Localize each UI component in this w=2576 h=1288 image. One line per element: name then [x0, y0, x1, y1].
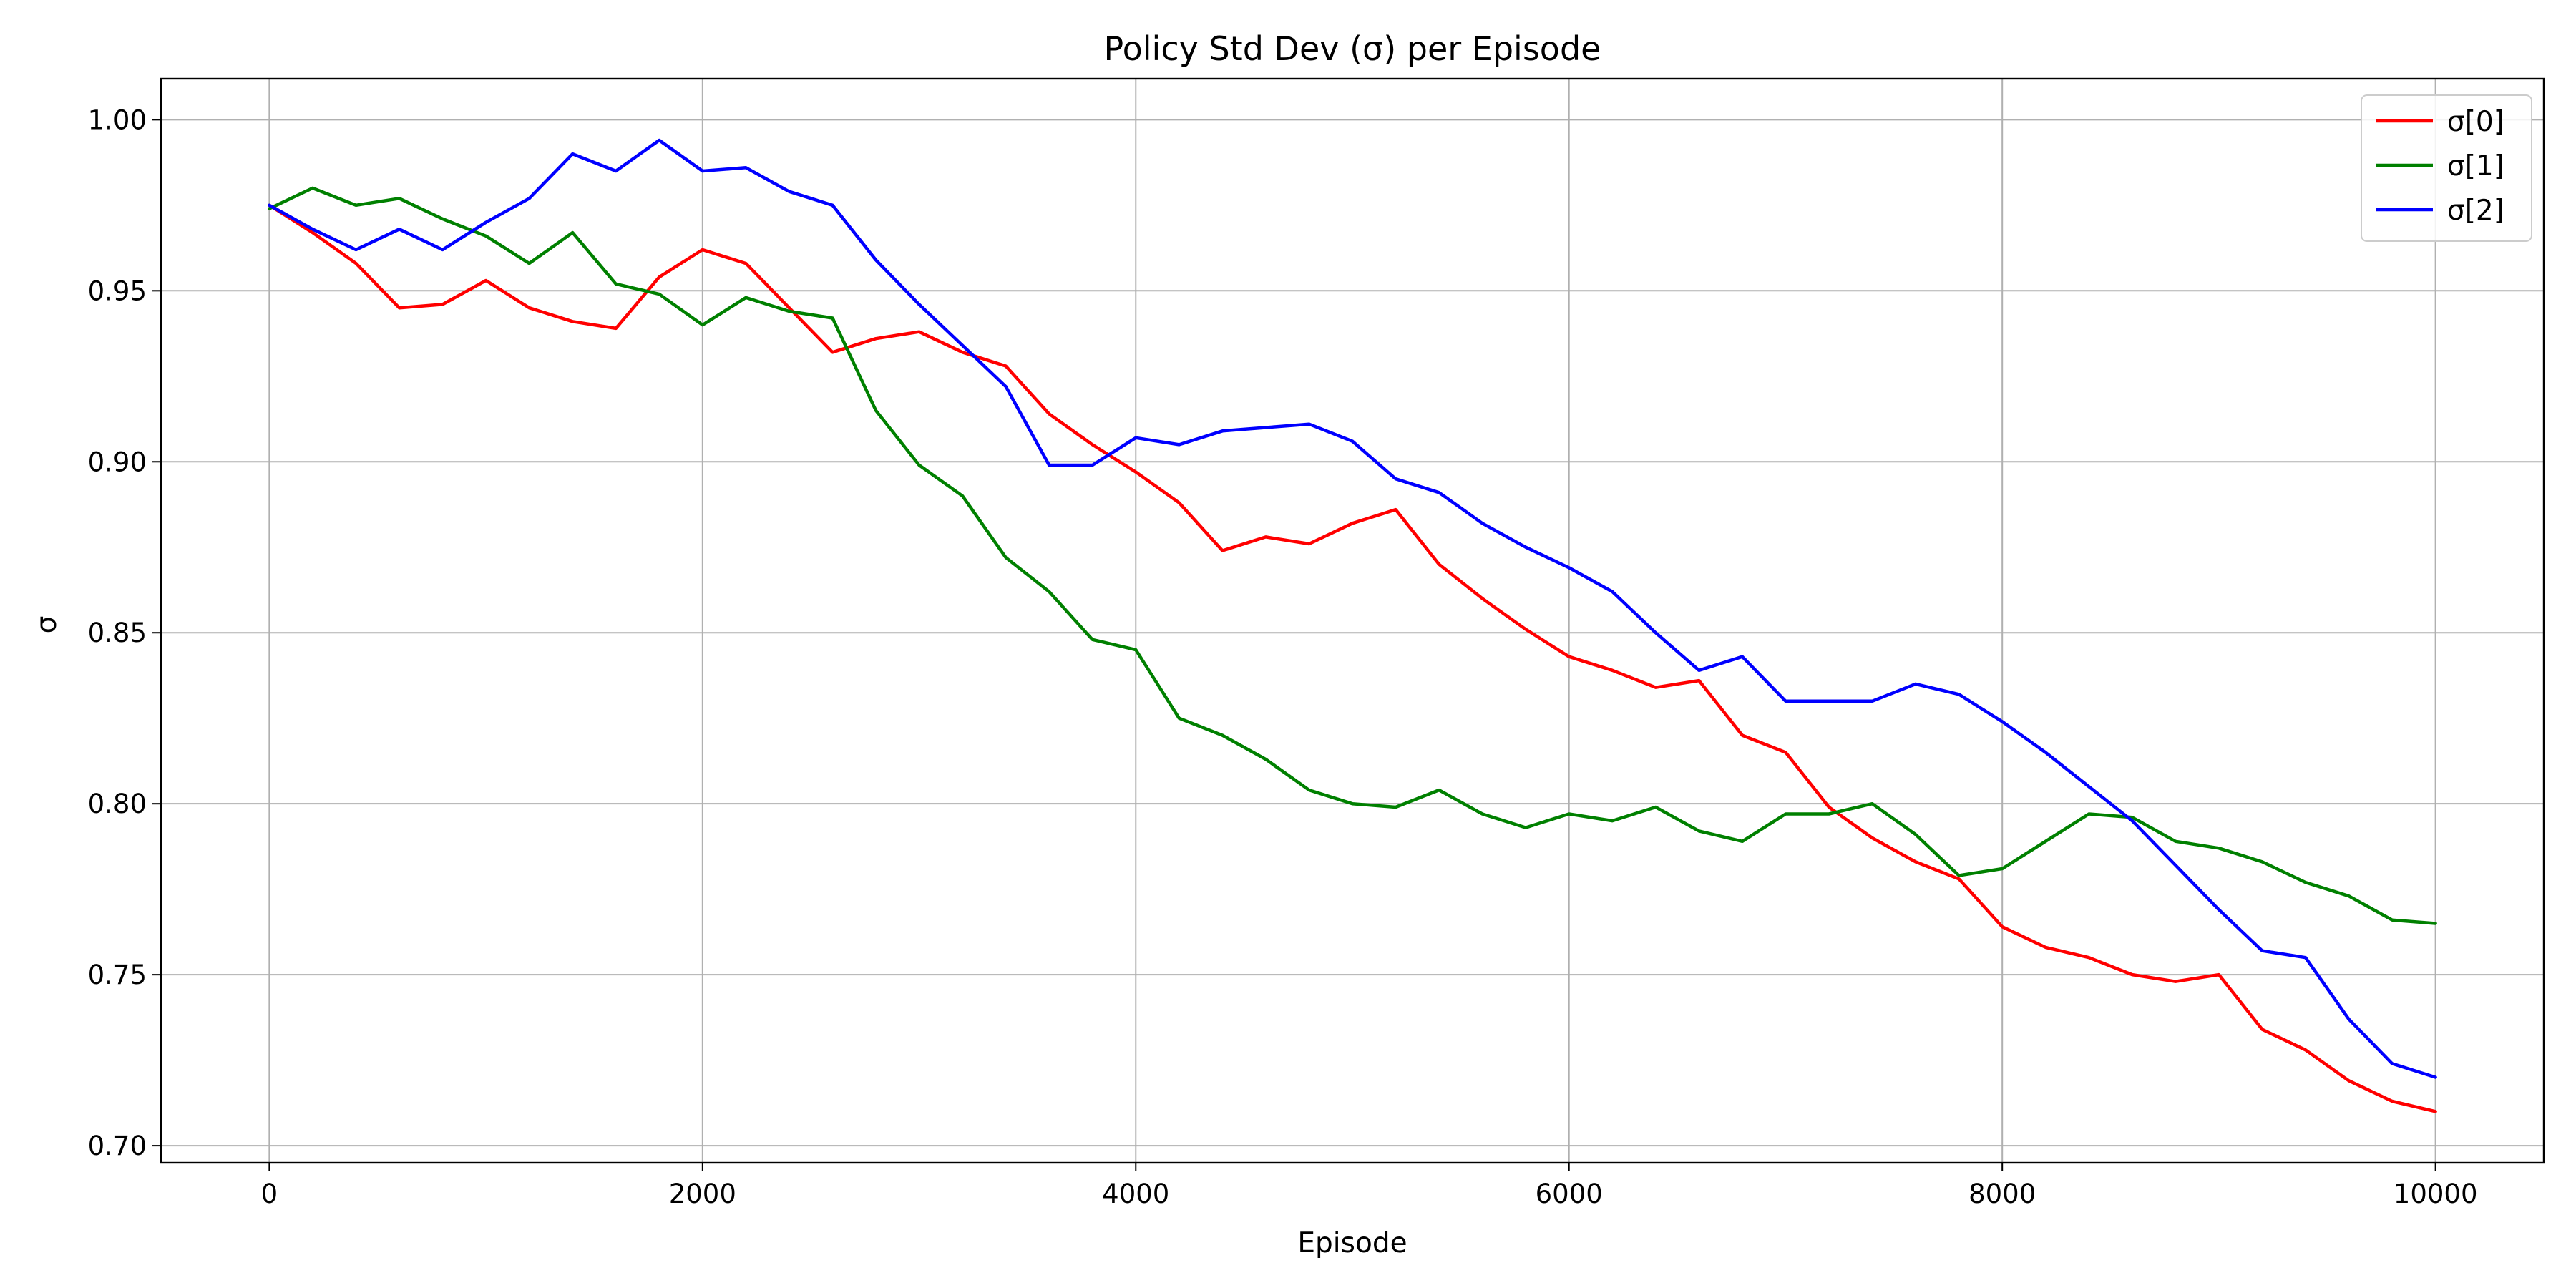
y-tick-label: 0.95: [88, 275, 147, 306]
legend: σ[0] σ[1] σ[2]: [2361, 94, 2532, 242]
plot-frame: [160, 77, 2545, 1164]
x-tick-label: 10000: [2394, 1179, 2478, 1209]
series-line-1: [268, 186, 2437, 925]
y-tick-label: 0.85: [88, 618, 147, 648]
y-tick-label: 0.75: [88, 960, 147, 990]
series-line-2: [268, 138, 2437, 1079]
series-lines: [268, 138, 2437, 1113]
x-tick-label: 6000: [1536, 1179, 1603, 1209]
legend-box: [2361, 94, 2532, 242]
x-axis-ticks: 0 2000 4000 6000 8000 10000: [261, 1163, 2478, 1209]
y-tick-label: 1.00: [88, 104, 147, 135]
x-axis-label: Episode: [1297, 1227, 1407, 1259]
x-tick-label: 2000: [669, 1179, 736, 1209]
y-axis-ticks: 0.70 0.75 0.80 0.85 0.90 0.95 1.00: [88, 104, 161, 1161]
x-tick-label: 0: [261, 1179, 278, 1209]
y-tick-label: 0.70: [88, 1131, 147, 1161]
legend-label-1: σ[1]: [2447, 150, 2504, 182]
legend-label-2: σ[2]: [2447, 195, 2504, 227]
x-tick-label: 4000: [1102, 1179, 1169, 1209]
series-line-0: [268, 203, 2437, 1113]
x-tick-label: 8000: [1968, 1179, 2036, 1209]
y-tick-label: 0.90: [88, 447, 147, 477]
y-tick-label: 0.80: [88, 789, 147, 819]
y-axis-label: σ: [31, 616, 63, 634]
chart-title: Policy Std Dev (σ) per Episode: [1104, 29, 1601, 68]
legend-label-0: σ[0]: [2447, 106, 2504, 138]
